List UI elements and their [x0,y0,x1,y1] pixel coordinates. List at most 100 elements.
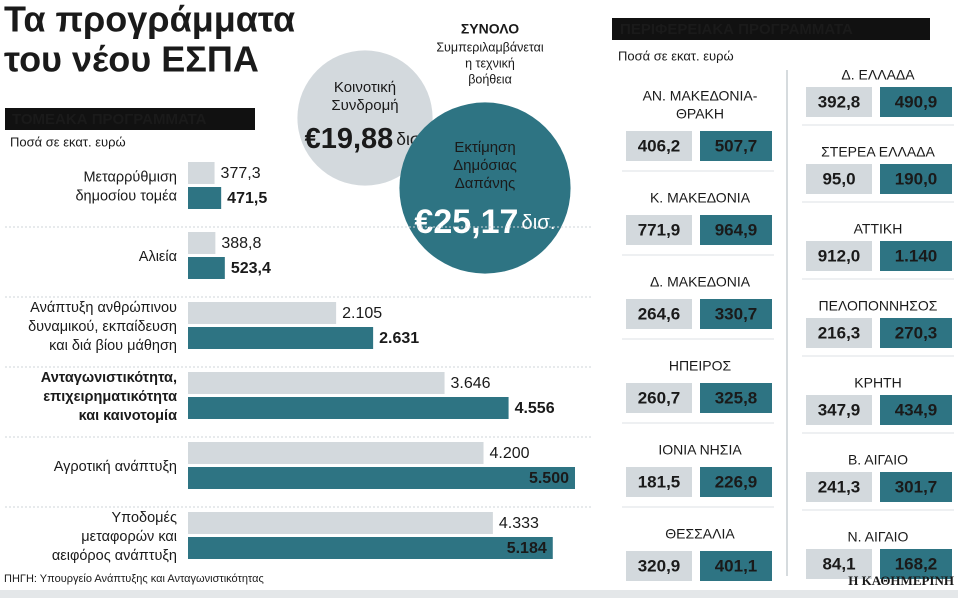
bubble-value-number: €19,88 [305,123,394,155]
regional-header-bg [612,18,930,40]
region-box-first [626,551,692,581]
value-label: 5.500 [529,470,569,487]
value-label: 471,5 [227,190,267,207]
category-label: Αγροτική ανάπτυξη [54,459,177,475]
bubble-value: €19,88 δισ. [305,123,426,155]
region-name: Δ. ΕΛΛΑΔΑ [841,67,915,83]
region-box-first [626,131,692,161]
region-name: ΗΠΕΙΡΟΣ [669,358,732,374]
bubble-value: €25,17 δισ. [414,203,555,241]
region-value-second: 330,7 [715,304,758,323]
source: ΠΗΓΗ: Υπουργείο Ανάπτυξης και Ανταγωνιστ… [4,573,264,585]
value-label: 5.184 [507,540,547,557]
value-label: 388,8 [221,235,261,252]
bottom-band [0,590,958,598]
section-title: ΤΟΜΕΑΚΑ ΠΡΟΓΡΑΜΜΑΤΑ [12,111,207,128]
total-note: η τεχνική [465,56,515,70]
bubble-label: Κοινοτική [334,79,396,96]
regional-subtitle: Ποσά σε εκατ. ευρώ [618,48,734,63]
region-box-first [806,164,872,194]
title: του νέου ΕΣΠΑ [4,39,259,80]
category-label: μεταφορών και [81,529,177,545]
region-value-second: 964,9 [715,220,758,239]
region-value-first: 260,7 [638,388,681,407]
region-value-second: 490,9 [895,92,938,111]
bubble-label: Δαπάνης [455,175,516,192]
region-box-second [880,472,952,502]
region-box-first [806,87,872,117]
region-value-second: 226,9 [715,472,758,491]
bar [188,257,225,279]
region-box-second [880,164,952,194]
region-box-first [806,318,872,348]
bar [188,187,222,209]
bar [188,327,374,349]
region-box-first [806,395,872,425]
bubble-label: Δημόσιας [453,157,517,174]
total-heading: ΣΥΝΟΛΟ [461,21,519,37]
bubble-label: Εκτίμηση [454,139,515,156]
value-label: 3.646 [451,375,491,392]
bar [188,467,575,489]
region-name: ΘΡΑΚΗ [676,106,724,122]
value-label: 523,4 [231,260,271,277]
region-value-second: 301,7 [895,477,938,496]
region-box-second [880,549,952,579]
region-box-second [700,383,772,413]
region-value-first: 392,8 [818,92,861,111]
region-value-first: 771,9 [638,220,681,239]
region-value-second: 325,8 [715,388,758,407]
region-value-first: 406,2 [638,136,681,155]
region-name: Β. ΑΙΓΑΙΟ [848,452,908,468]
region-value-second: 168,2 [895,554,938,573]
category-label: Ανταγωνιστικότητα, [41,370,177,386]
region-name: ΑΤΤΙΚΗ [854,221,903,237]
region-name: ΑΝ. ΜΑΚΕΔΟΝΙΑ- [643,88,758,104]
value-label: 377,3 [221,165,261,182]
bubble [297,50,433,186]
value-label: 4.200 [490,445,530,462]
bar [188,537,553,559]
region-value-second: 434,9 [895,400,938,419]
bar [188,512,493,534]
bar [188,162,215,184]
region-box-first [626,215,692,245]
region-box-second [700,551,772,581]
category-label: δυναμικού, εκπαίδευση [28,319,177,335]
region-box-first [626,383,692,413]
region-value-first: 320,9 [638,556,681,575]
region-name: ΣΤΕΡΕΑ ΕΛΛΑΔΑ [821,144,935,160]
value-label: 2.105 [342,305,382,322]
region-value-second: 190,0 [895,169,938,188]
region-box-second [700,215,772,245]
region-name: Δ. ΜΑΚΕΔΟΝΙΑ [650,274,751,290]
region-box-second [880,395,952,425]
region-value-first: 241,3 [818,477,861,496]
total-note: βοήθεια [468,72,512,86]
region-name: Ν. ΑΙΓΑΙΟ [848,529,909,545]
region-name: ΚΡΗΤΗ [854,375,901,391]
region-value-first: 216,3 [818,323,861,342]
brand: Η ΚΑΘΗΜΕΡΙΝΗ [848,573,954,588]
bubble-value-unit: δισ. [521,212,555,234]
region-value-second: 401,1 [715,556,758,575]
category-label: Μεταρρύθμιση [83,169,177,185]
region-box-second [700,131,772,161]
region-value-second: 270,3 [895,323,938,342]
region-box-first [626,467,692,497]
region-value-first: 264,6 [638,304,681,323]
bar [188,372,445,394]
category-label: επιχειρηματικότητα [43,389,177,405]
region-box-first [806,549,872,579]
region-box-second [880,318,952,348]
title: Τα προγράμματα [4,0,295,40]
region-name: ΘΕΣΣΑΛΙΑ [665,526,735,542]
region-box-first [806,241,872,271]
region-box-second [880,87,952,117]
category-label: αειφόρος ανάπτυξη [52,548,177,564]
region-value-second: 1.140 [895,246,938,265]
category-label: Αλιεία [139,249,177,265]
region-name: ΠΕΛΟΠΟΝΝΗΣΟΣ [819,298,938,314]
